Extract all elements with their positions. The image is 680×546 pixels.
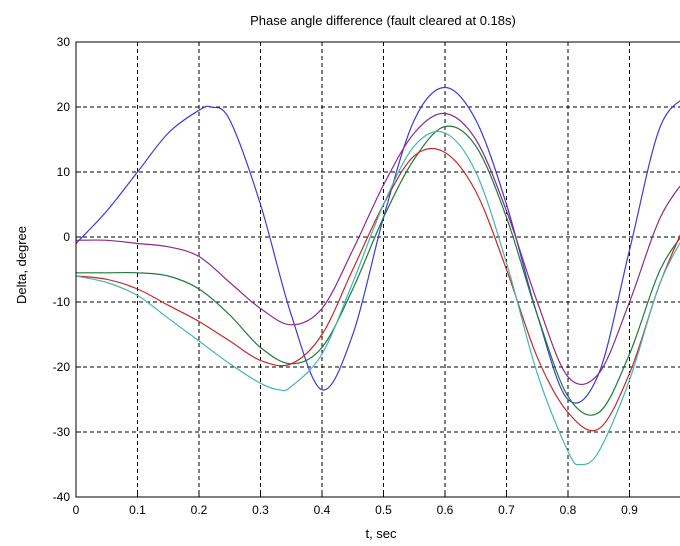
series-line-3 bbox=[76, 125, 680, 416]
y-tick-label: 20 bbox=[57, 100, 71, 114]
x-axis-ticks: 00.10.20.30.40.50.60.70.80.91 bbox=[73, 492, 638, 517]
y-tick-label: 10 bbox=[57, 165, 71, 179]
x-tick-label: 0.9 bbox=[621, 503, 638, 517]
x-tick-label: 0.3 bbox=[252, 503, 269, 517]
x-tick-label: 0.6 bbox=[437, 503, 454, 517]
grid-lines bbox=[76, 42, 680, 497]
y-axis-label: Delta, degree bbox=[14, 226, 29, 304]
y-tick-label: -20 bbox=[53, 360, 71, 374]
y-tick-label: 30 bbox=[57, 35, 71, 49]
x-tick-label: 0.5 bbox=[375, 503, 392, 517]
x-tick-label: 0 bbox=[73, 503, 80, 517]
x-tick-label: 0.2 bbox=[191, 503, 208, 517]
series-line-4 bbox=[75, 148, 680, 432]
x-tick-label: 0.1 bbox=[129, 503, 146, 517]
x-tick-label: 0.8 bbox=[560, 503, 577, 517]
y-tick-label: -30 bbox=[53, 425, 71, 439]
x-tick-label: 0.4 bbox=[314, 503, 331, 517]
y-tick-label: -10 bbox=[53, 295, 71, 309]
y-axis-ticks: 30 20 10 0 -10 -20 -30 -40 bbox=[53, 35, 81, 504]
series-line-2 bbox=[75, 112, 680, 385]
y-tick-label: 0 bbox=[63, 230, 70, 244]
x-tick-label: 0.7 bbox=[498, 503, 515, 517]
chart-title: Phase angle difference (fault cleared at… bbox=[250, 13, 516, 28]
x-axis-label: t, sec bbox=[365, 526, 397, 541]
series-line-5 bbox=[75, 130, 680, 466]
series-line-1 bbox=[75, 86, 680, 404]
series-lines bbox=[75, 86, 680, 466]
y-tick-label: -40 bbox=[53, 490, 71, 504]
